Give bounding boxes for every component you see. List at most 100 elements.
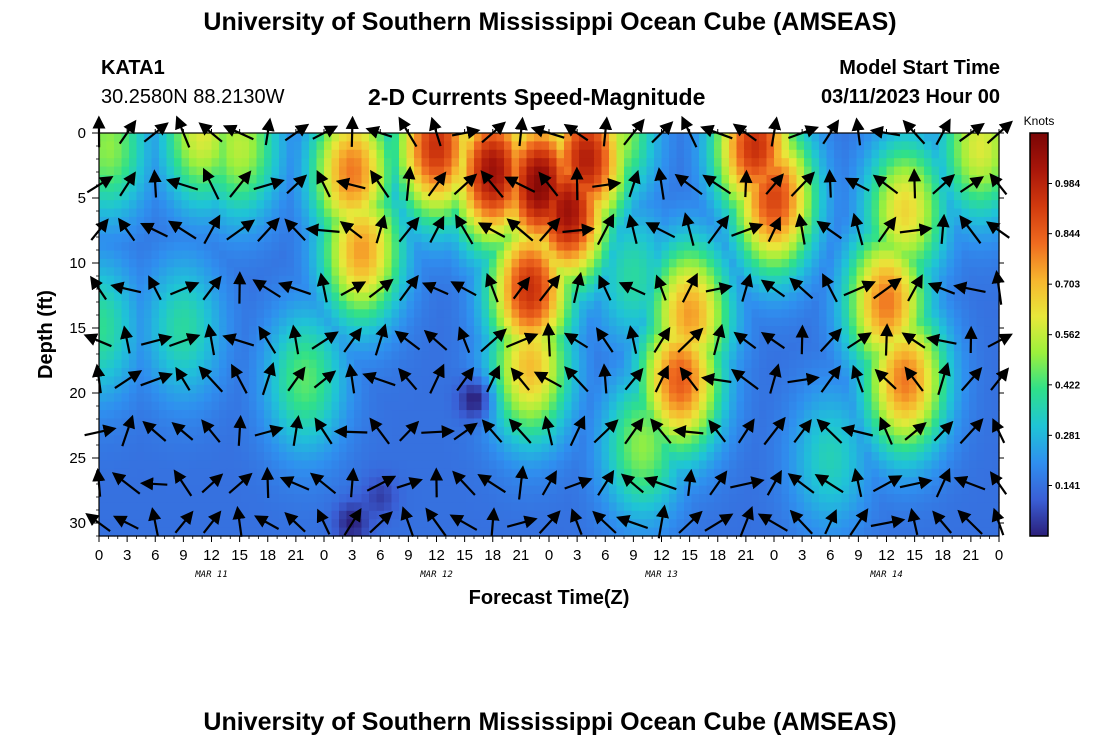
heatmap-cell — [309, 174, 318, 184]
heatmap-cell — [324, 326, 333, 336]
heatmap-cell — [774, 200, 783, 210]
heatmap-cell — [954, 292, 963, 302]
heatmap-cell — [204, 342, 213, 352]
heatmap-cell — [519, 208, 528, 218]
heatmap-cell — [369, 242, 378, 252]
heatmap-cell — [669, 183, 678, 193]
heatmap-cell — [969, 250, 978, 260]
heatmap-cell — [654, 468, 663, 478]
heatmap-cell — [699, 309, 708, 319]
heatmap-cell — [369, 216, 378, 226]
heatmap-cell — [406, 393, 415, 403]
heatmap-cell — [196, 410, 205, 420]
heatmap-cell — [181, 258, 190, 268]
heatmap-cell — [534, 460, 543, 470]
heatmap-cell — [196, 426, 205, 436]
heatmap-cell — [871, 267, 880, 277]
heatmap-cell — [219, 284, 228, 294]
heatmap-cell — [331, 258, 340, 268]
heatmap-cell — [271, 242, 280, 252]
heatmap-cell — [931, 250, 940, 260]
heatmap-cell — [586, 300, 595, 310]
heatmap-cell — [256, 435, 265, 445]
heatmap-cell — [841, 334, 850, 344]
heatmap-cell — [196, 208, 205, 218]
heatmap-cell — [316, 300, 325, 310]
heatmap-cell — [354, 384, 363, 394]
heatmap-cell — [594, 275, 603, 285]
heatmap-cell — [774, 267, 783, 277]
heatmap-cell — [249, 460, 258, 470]
heatmap-cell — [991, 158, 1000, 168]
heatmap-cell — [346, 166, 355, 176]
heatmap-cell — [316, 452, 325, 462]
heatmap-cell — [144, 376, 153, 386]
heatmap-cell — [496, 149, 505, 159]
heatmap-cell — [481, 242, 490, 252]
heatmap-cell — [189, 426, 198, 436]
heatmap-cell — [556, 351, 565, 361]
heatmap-cell — [369, 359, 378, 369]
heatmap-cell — [99, 384, 108, 394]
heatmap-cell — [309, 267, 318, 277]
heatmap-cell — [849, 200, 858, 210]
heatmap-cell — [159, 208, 168, 218]
heatmap-cell — [871, 393, 880, 403]
heatmap-cell — [991, 435, 1000, 445]
heatmap-cell — [526, 133, 535, 142]
heatmap-cell — [219, 200, 228, 210]
heatmap-cell — [826, 418, 835, 428]
heatmap-cell — [699, 225, 708, 235]
heatmap-cell — [849, 309, 858, 319]
heatmap-cell — [294, 191, 303, 201]
heatmap-cell — [504, 359, 513, 369]
heatmap-cell — [211, 351, 220, 361]
heatmap-cell — [624, 317, 633, 327]
heatmap-cell — [594, 401, 603, 411]
heatmap-cell — [121, 410, 130, 420]
heatmap-cell — [961, 200, 970, 210]
heatmap-cell — [894, 309, 903, 319]
heatmap-cell — [571, 401, 580, 411]
heatmap-cell — [399, 149, 408, 159]
heatmap-cell — [399, 133, 408, 142]
heatmap-cell — [631, 435, 640, 445]
heatmap-cell — [759, 250, 768, 260]
heatmap-cell — [954, 426, 963, 436]
heatmap-cell — [729, 250, 738, 260]
heatmap-cell — [511, 401, 520, 411]
heatmap-cell — [534, 208, 543, 218]
heatmap-cell — [639, 242, 648, 252]
heatmap-cell — [331, 133, 340, 142]
heatmap-cell — [856, 359, 865, 369]
heatmap-cell — [534, 166, 543, 176]
heatmap-cell — [279, 141, 288, 151]
heatmap-cell — [181, 443, 190, 453]
heatmap-cell — [676, 250, 685, 260]
heatmap-cell — [991, 267, 1000, 277]
heatmap-cell — [691, 309, 700, 319]
heatmap-cell — [601, 191, 610, 201]
heatmap-cell — [601, 452, 610, 462]
heatmap-cell — [286, 460, 295, 470]
heatmap-cell — [391, 158, 400, 168]
heatmap-cell — [181, 174, 190, 184]
heatmap-cell — [984, 384, 993, 394]
heatmap-cell — [294, 477, 303, 487]
heatmap-cell — [174, 284, 183, 294]
heatmap-cell — [151, 133, 160, 142]
heatmap-cell — [346, 351, 355, 361]
heatmap-cell — [961, 158, 970, 168]
heatmap-cell — [519, 326, 528, 336]
heatmap-cell — [474, 166, 483, 176]
heatmap-cell — [631, 460, 640, 470]
heatmap-cell — [564, 342, 573, 352]
heatmap-cell — [196, 258, 205, 268]
heatmap-cell — [796, 191, 805, 201]
heatmap-cell — [391, 393, 400, 403]
heatmap-cell — [871, 435, 880, 445]
heatmap-cell — [249, 284, 258, 294]
heatmap-cell — [384, 393, 393, 403]
heatmap-cell — [714, 418, 723, 428]
heatmap-cell — [309, 443, 318, 453]
